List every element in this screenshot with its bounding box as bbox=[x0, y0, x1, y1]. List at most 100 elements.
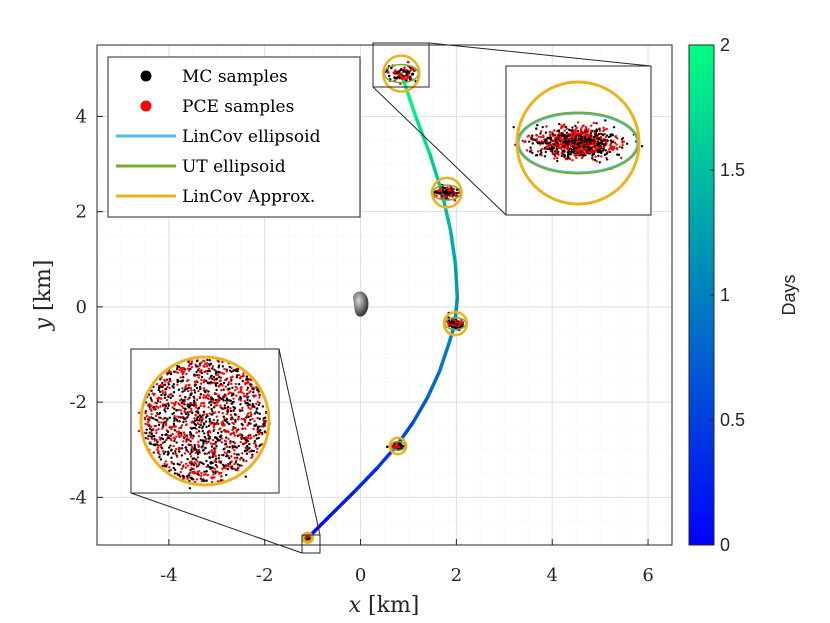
pce-sample bbox=[244, 446, 247, 450]
mc-sample bbox=[591, 154, 594, 157]
mc-sample bbox=[189, 452, 192, 455]
mc-sample bbox=[157, 423, 161, 427]
pce-sample bbox=[217, 399, 220, 402]
pce-sample bbox=[240, 417, 244, 421]
mc-sample bbox=[566, 153, 570, 156]
trajectory-segment bbox=[354, 466, 380, 492]
x-tick-label: 6 bbox=[642, 565, 653, 586]
mc-sample bbox=[195, 419, 199, 422]
mc-sample bbox=[234, 420, 237, 423]
mc-sample bbox=[204, 416, 208, 419]
pce-sample bbox=[561, 138, 564, 141]
pce-sample bbox=[213, 467, 216, 471]
pce-sample bbox=[212, 451, 215, 454]
pce-sample bbox=[216, 465, 219, 469]
mc-sample bbox=[209, 403, 213, 407]
pce-sample bbox=[556, 156, 559, 160]
pce-sample bbox=[237, 391, 240, 394]
pce-sample bbox=[165, 429, 169, 432]
mc-sample bbox=[184, 446, 187, 449]
pce-sample bbox=[244, 381, 247, 385]
pce-sample bbox=[180, 434, 183, 437]
pce-sample bbox=[177, 430, 181, 433]
mc-sample bbox=[217, 370, 221, 374]
pce-sample bbox=[146, 437, 150, 441]
pce-sample bbox=[220, 471, 223, 475]
pce-sample bbox=[211, 442, 215, 446]
pce-sample bbox=[159, 444, 162, 447]
pce-sample bbox=[185, 372, 188, 376]
pce-sample bbox=[215, 401, 219, 404]
mc-sample bbox=[528, 140, 531, 143]
pce-sample bbox=[221, 360, 224, 364]
mc-sample bbox=[559, 139, 562, 143]
mc-sample bbox=[206, 369, 210, 373]
pce-sample bbox=[145, 414, 149, 418]
mc-sample bbox=[192, 373, 196, 376]
pce-sample bbox=[216, 359, 219, 362]
mc-sample bbox=[562, 153, 566, 157]
mc-sample bbox=[201, 425, 205, 428]
mc-sample bbox=[220, 430, 223, 434]
mc-sample bbox=[225, 436, 228, 439]
pce-sample bbox=[196, 456, 200, 459]
mc-sample bbox=[166, 407, 169, 410]
mc-sample bbox=[263, 430, 267, 433]
mc-sample bbox=[167, 371, 171, 375]
pce-sample bbox=[548, 144, 551, 147]
pce-sample bbox=[191, 437, 194, 440]
pce-sample bbox=[174, 452, 178, 456]
pce-sample bbox=[256, 447, 259, 451]
pce-sample bbox=[153, 439, 157, 442]
mc-sample bbox=[175, 419, 179, 422]
mc-sample bbox=[203, 435, 207, 439]
pce-sample bbox=[175, 455, 179, 459]
mc-sample bbox=[233, 413, 237, 416]
mc-sample bbox=[175, 441, 178, 444]
pce-sample bbox=[155, 405, 158, 408]
pce-sample bbox=[224, 429, 227, 432]
lincov-approx-circle bbox=[139, 355, 271, 487]
mc-sample bbox=[214, 472, 217, 475]
pce-sample bbox=[240, 436, 244, 439]
pce-sample bbox=[147, 420, 150, 424]
pce-sample bbox=[249, 407, 252, 411]
pce-sample bbox=[214, 404, 217, 407]
mc-sample bbox=[570, 148, 574, 152]
pce-sample bbox=[212, 473, 215, 476]
pce-sample bbox=[182, 464, 185, 467]
mc-sample bbox=[167, 436, 171, 440]
mc-sample bbox=[171, 452, 175, 455]
pce-sample bbox=[211, 469, 214, 473]
mc-sample bbox=[246, 449, 249, 452]
mc-sample bbox=[178, 450, 181, 453]
pce-sample bbox=[167, 369, 171, 373]
mc-sample bbox=[177, 388, 181, 391]
pce-sample bbox=[409, 68, 413, 71]
mc-sample bbox=[563, 140, 566, 144]
pce-sample bbox=[227, 381, 231, 384]
pce-sample bbox=[182, 431, 186, 434]
mc-sample bbox=[220, 407, 224, 410]
pce-sample bbox=[218, 379, 222, 383]
mc-sample bbox=[404, 70, 408, 74]
mc-sample bbox=[600, 151, 603, 155]
pce-sample bbox=[253, 419, 256, 423]
pce-sample bbox=[568, 137, 571, 140]
mc-sample bbox=[249, 383, 252, 386]
pce-sample bbox=[216, 470, 219, 474]
mc-sample bbox=[157, 388, 160, 392]
mc-sample bbox=[169, 444, 172, 447]
pce-sample bbox=[212, 418, 216, 422]
mc-sample bbox=[165, 378, 169, 381]
pce-sample bbox=[594, 155, 597, 158]
pce-sample bbox=[152, 427, 155, 431]
mc-sample bbox=[609, 135, 612, 138]
pce-sample bbox=[161, 391, 165, 395]
mc-sample bbox=[152, 405, 156, 409]
mc-sample bbox=[150, 428, 153, 432]
mc-sample bbox=[222, 448, 225, 451]
pce-sample bbox=[553, 157, 556, 160]
pce-sample bbox=[603, 145, 606, 148]
